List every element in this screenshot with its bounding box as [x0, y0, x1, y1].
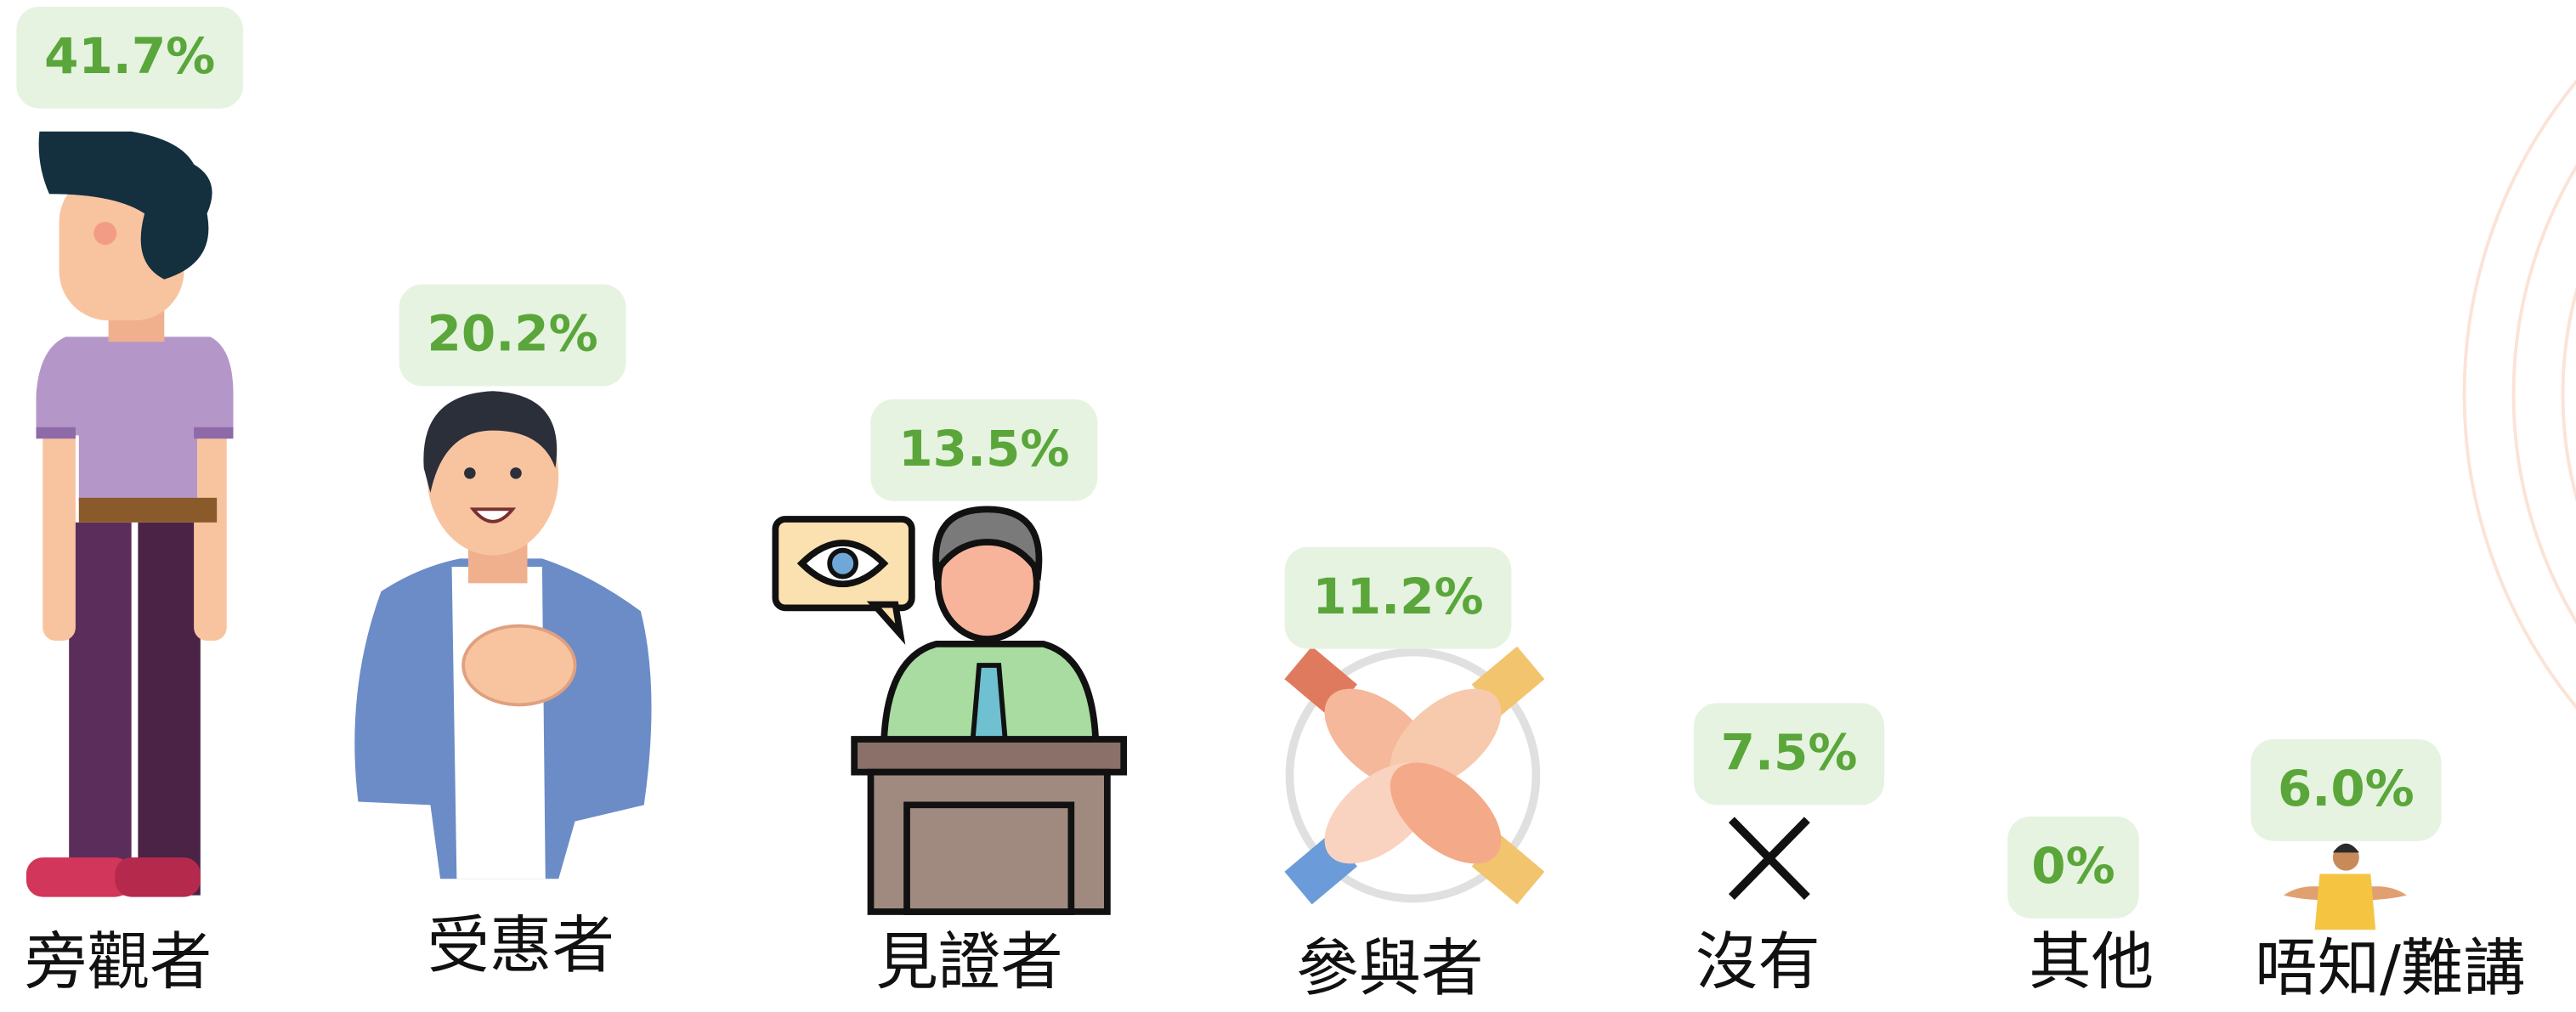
icon-part [2315, 874, 2376, 930]
icon-part [115, 857, 201, 896]
pictogram [1284, 647, 1544, 905]
icon-part [829, 551, 856, 577]
pictogram [1731, 820, 1807, 897]
decoration [2465, 0, 2576, 887]
icon-part [972, 665, 1005, 743]
icon-part [79, 498, 217, 523]
icon-part [93, 222, 116, 245]
pictogram [26, 132, 234, 897]
category-label: 旁觀者 [25, 926, 212, 998]
icon-part [452, 567, 546, 879]
value-label: 6.0% [2278, 760, 2415, 817]
value-label: 11.2% [1312, 568, 1483, 625]
icon-part [854, 739, 1124, 772]
category-label: 參與者 [1296, 932, 1483, 1004]
category-label: 受惠者 [427, 909, 614, 981]
value-label: 7.5% [1721, 723, 1858, 781]
pictogram [354, 391, 651, 879]
value-label: 41.7% [44, 27, 215, 85]
icon-part [907, 805, 1071, 912]
icon-part [194, 410, 227, 641]
icon-part [69, 523, 131, 896]
icon-part [194, 427, 233, 439]
icon-part [510, 467, 522, 479]
category-label: 見證者 [875, 926, 1062, 998]
pictogram [2284, 844, 2407, 930]
icon-part [874, 604, 900, 634]
category-label: 沒有 [1696, 926, 1820, 998]
value-label: 20.2% [427, 305, 598, 363]
page: {"chart_data": {"type": "pictogram", "ca… [0, 0, 2576, 1012]
value-label: 13.5% [898, 420, 1069, 478]
category-label: 唔知/難講 [2255, 932, 2526, 1004]
icon-part [42, 410, 76, 641]
icon-part [464, 467, 476, 479]
icon-part [2333, 844, 2359, 853]
category-label: 其他 [2029, 926, 2154, 998]
chart: 41.7% 旁觀者 20.2% 受惠者 13.5% 見證者 11.2% 參與者 7.5% 沒有 0%… [0, 0, 2576, 1012]
pictogram [775, 509, 1124, 912]
icon-part [138, 523, 200, 896]
value-label: 0% [2031, 837, 2115, 895]
icon-part [37, 427, 76, 439]
icon-part [463, 626, 575, 705]
